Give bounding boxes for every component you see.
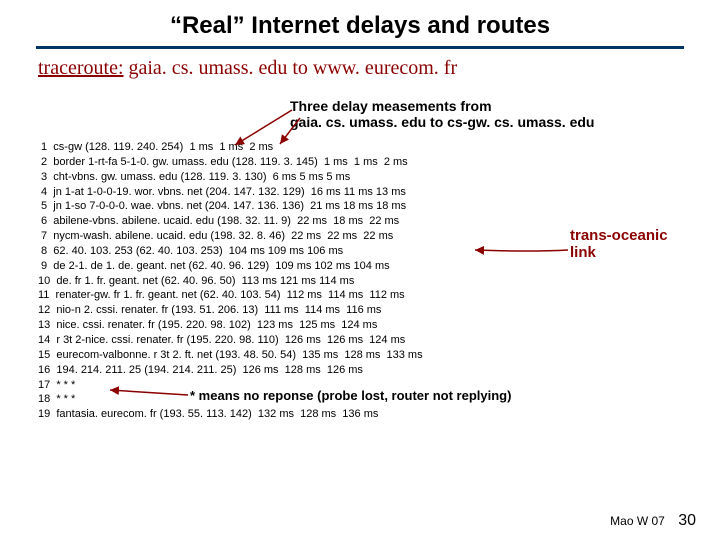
page-number: 30 — [678, 512, 696, 529]
callout-line: trans-oceanic — [570, 228, 668, 245]
subtitle-prefix: traceroute: — [38, 57, 124, 79]
slide-footer: Mao W 07 30 — [610, 512, 696, 530]
footer-text: Mao W 07 — [610, 514, 665, 528]
page-title: “Real” Internet delays and routes — [0, 0, 720, 46]
subtitle-rest: gaia. cs. umass. edu to www. eurecom. fr — [124, 57, 458, 79]
traceroute-output: 1 cs-gw (128. 119. 240. 254) 1 ms 1 ms 2… — [38, 140, 423, 422]
callout-line: link — [570, 245, 668, 262]
callout-trans-oceanic: trans-oceanic link — [570, 228, 668, 261]
title-underline — [36, 46, 684, 49]
callout-line: gaia. cs. umass. edu to cs-gw. cs. umass… — [290, 114, 594, 130]
callout-line: Three delay measements from — [290, 98, 594, 114]
traceroute-subtitle: traceroute: gaia. cs. umass. edu to www.… — [38, 57, 720, 80]
callout-no-response: * means no reponse (probe lost, router n… — [190, 388, 511, 403]
callout-three-delays: Three delay measements from gaia. cs. um… — [290, 98, 594, 130]
arrow-icon — [475, 250, 568, 251]
